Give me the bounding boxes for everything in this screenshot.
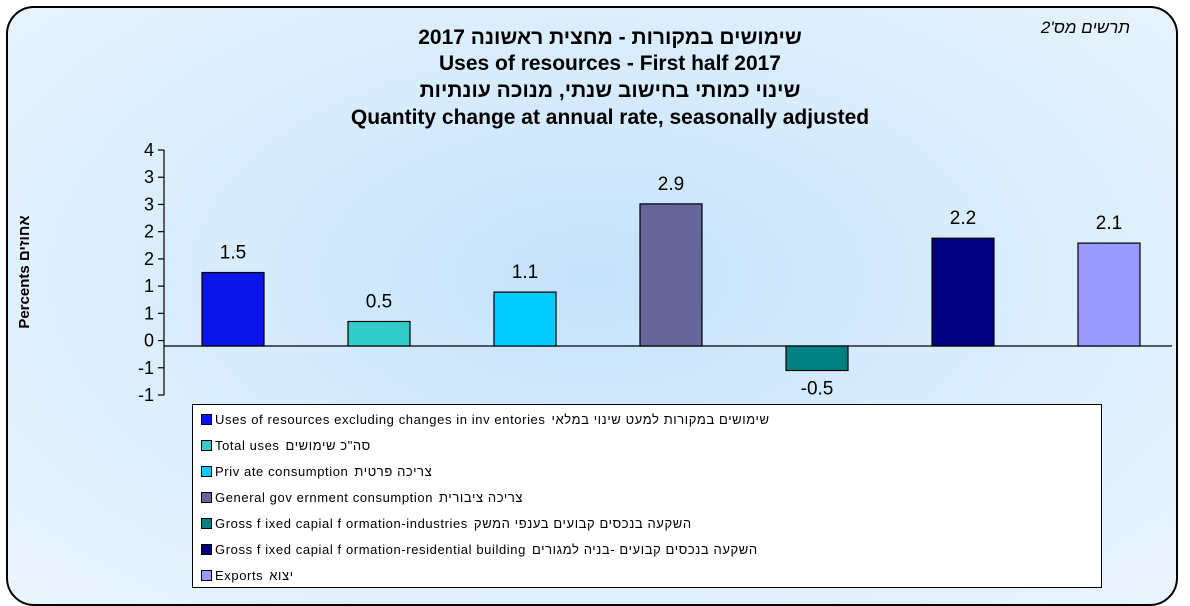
legend-label-hebrew: שימושים במקורות למעט שינוי במלאי [551, 411, 770, 427]
legend-label-english: Uses of resources excluding changes in i… [215, 411, 546, 427]
legend-item: Priv ate consumption צריכה פרטית [201, 461, 432, 481]
y-tick-label: 2 [144, 222, 154, 242]
chart-subtitle-hebrew: שינוי כמותי בחישוב שנתי, מנוכה עונתיות [419, 79, 801, 102]
bar [1077, 242, 1141, 347]
bar [201, 271, 265, 347]
bar-chart: 4 3 3 2 2 1 1 0 -1 -1 1.5 0.5 1.1 2.9 -0.5 2.2 2.1 [138, 140, 1172, 405]
bars [201, 203, 1141, 372]
chart-title-english: Uses of resources - First half 2017 [439, 52, 781, 75]
data-labels: 1.5 0.5 1.1 2.9 -0.5 2.2 2.1 [220, 174, 1122, 400]
legend-label-english: Exports [215, 567, 264, 583]
legend-swatch [201, 543, 212, 555]
legend-item: General gov ernment consumption צריכה ציב… [201, 487, 523, 507]
legend-label-english: General gov ernment consumption [215, 489, 434, 505]
y-tick-label: 0 [144, 331, 154, 351]
y-tick-label: 2 [144, 249, 154, 269]
legend-label-hebrew: השקעה בנכסים קבועים -בניה למגורים [531, 541, 758, 557]
legend-label-hebrew: יצוא [269, 567, 294, 583]
legend-label-hebrew: צריכה פרטית [354, 463, 433, 479]
chart-subtitle-english: Quantity change at annual rate, seasonal… [350, 106, 870, 129]
legend-item: Gross f ixed capial f ormation-residenti… [201, 539, 758, 559]
bar [639, 203, 703, 347]
data-label: 2.1 [1096, 213, 1122, 234]
legend: Uses of resources excluding changes in i… [192, 404, 1102, 588]
bar [785, 345, 849, 372]
legend-label-hebrew: צריכה ציבורית [439, 489, 524, 505]
y-tick-label: 1 [144, 303, 154, 323]
legend-swatch [201, 517, 212, 529]
data-label: 1.5 [220, 243, 246, 264]
data-label: -0.5 [801, 379, 834, 400]
y-tick-label: 3 [144, 194, 154, 214]
data-label: 0.5 [366, 292, 392, 313]
legend-item: Gross f ixed capial f ormation-industrie… [201, 513, 692, 533]
bar [347, 320, 411, 347]
legend-label-english: Priv ate consumption [215, 463, 349, 479]
legend-label-hebrew: סה"כ שימושים [285, 437, 371, 453]
y-tick-label: 1 [144, 276, 154, 296]
figure-label: תרשים מס'2 [1040, 18, 1130, 37]
legend-swatch [201, 491, 212, 503]
bar [493, 291, 557, 347]
legend-item: Exports יצוא [201, 565, 294, 585]
data-label: 2.9 [658, 174, 684, 195]
data-label: 2.2 [950, 208, 976, 229]
legend-swatch [201, 413, 212, 425]
data-label: 1.1 [512, 262, 538, 283]
chart-title-hebrew: שימושים במקורות - מחצית ראשונה 2017 [418, 26, 802, 49]
legend-item: Total uses סה"כ שימושים [201, 435, 371, 455]
legend-label-english: Total uses [215, 437, 280, 453]
legend-item: Uses of resources excluding changes in i… [201, 409, 770, 429]
y-tick-label: 3 [144, 167, 154, 187]
legend-swatch [201, 569, 212, 581]
legend-swatch [201, 465, 212, 477]
legend-label-english: Gross f ixed capial f ormation-residenti… [215, 541, 526, 557]
legend-label-hebrew: השקעה בנכסים קבועים בענפי המשק [473, 515, 692, 531]
y-tick-label: -1 [138, 385, 154, 405]
y-tick-label: 4 [144, 140, 154, 160]
legend-label-english: Gross f ixed capial f ormation-industrie… [215, 515, 468, 531]
legend-swatch [201, 439, 212, 451]
bar [931, 237, 995, 347]
y-tick-label: -1 [138, 358, 154, 378]
